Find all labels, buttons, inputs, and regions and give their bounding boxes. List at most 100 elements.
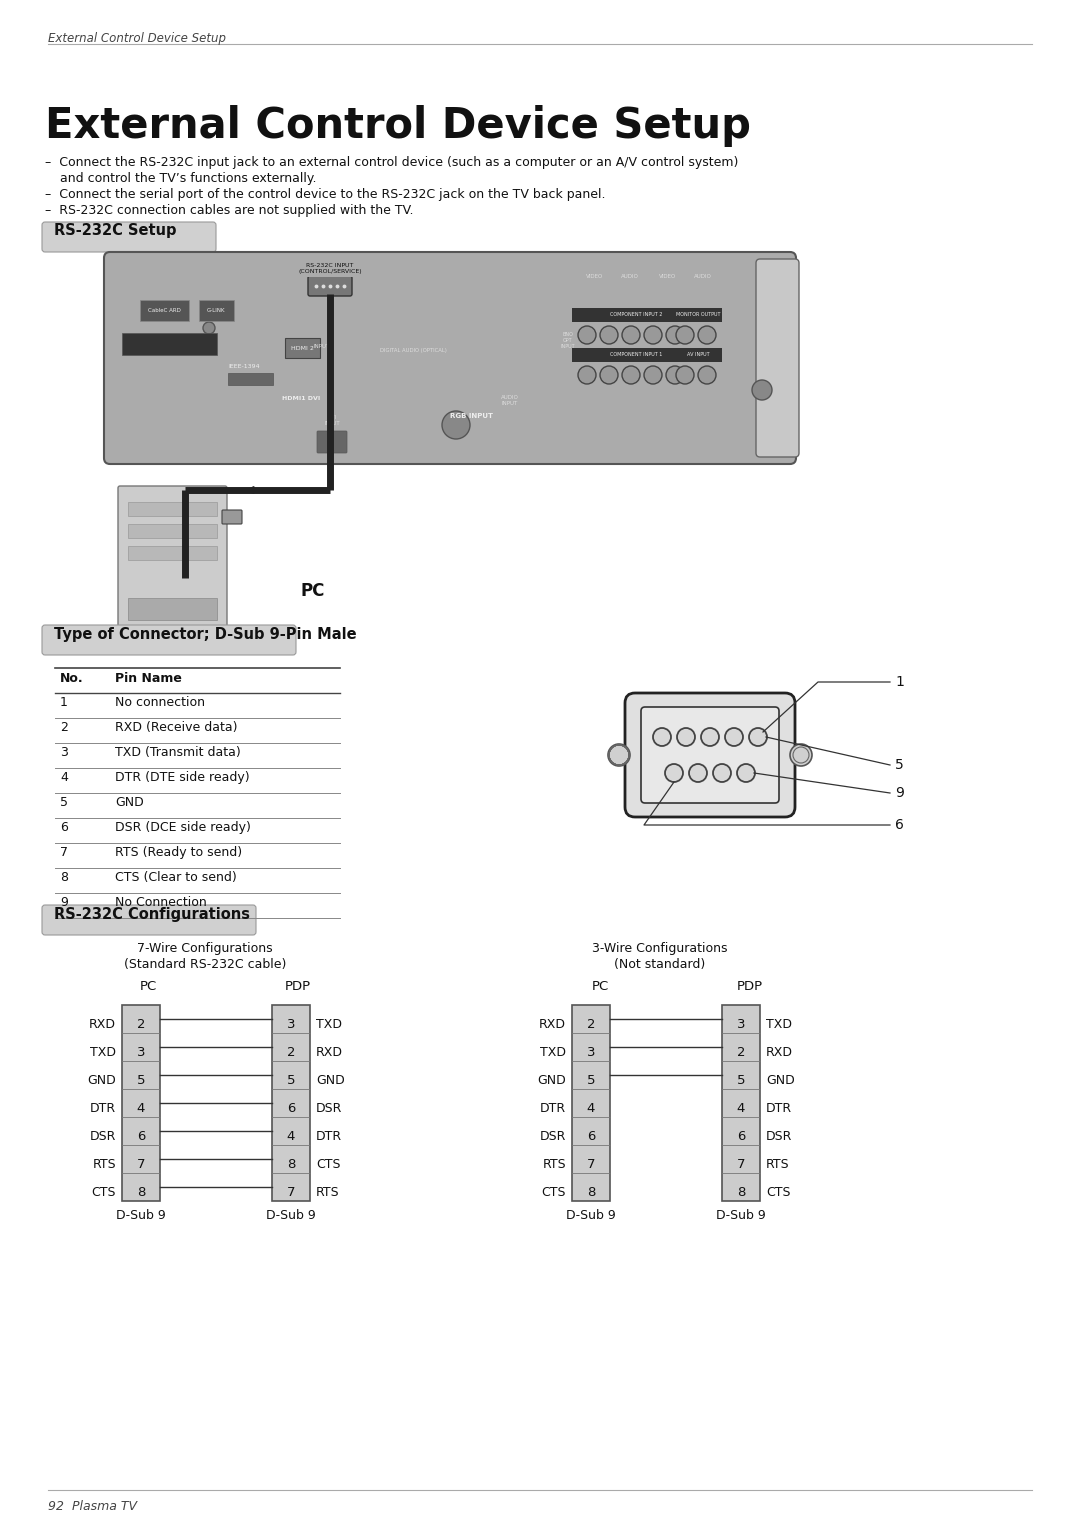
Text: RTS (Ready to send): RTS (Ready to send) xyxy=(114,847,242,859)
Bar xyxy=(572,309,700,322)
Text: 5: 5 xyxy=(737,1074,745,1086)
Text: PDP: PDP xyxy=(737,979,764,993)
Text: 6: 6 xyxy=(137,1129,145,1143)
Text: 3: 3 xyxy=(60,746,68,759)
Ellipse shape xyxy=(608,744,630,766)
Text: Type of Connector; D-Sub 9-Pin Male: Type of Connector; D-Sub 9-Pin Male xyxy=(54,626,356,642)
Bar xyxy=(674,348,723,362)
Text: DSR: DSR xyxy=(766,1129,793,1143)
FancyBboxPatch shape xyxy=(756,260,799,457)
Text: CTS: CTS xyxy=(541,1186,566,1198)
Text: PC: PC xyxy=(300,582,324,601)
Circle shape xyxy=(644,367,662,384)
Text: 6: 6 xyxy=(737,1129,745,1143)
Text: External Control Device Setup: External Control Device Setup xyxy=(45,105,751,147)
Bar xyxy=(228,373,273,385)
Text: AUDIO
INPUT: AUDIO INPUT xyxy=(501,396,518,406)
Text: DTR: DTR xyxy=(766,1102,792,1114)
Bar xyxy=(129,597,217,620)
Text: DSR (DCE side ready): DSR (DCE side ready) xyxy=(114,821,251,834)
Text: 2: 2 xyxy=(737,1045,745,1059)
Text: DSR: DSR xyxy=(540,1129,566,1143)
Circle shape xyxy=(713,764,731,782)
Text: No.: No. xyxy=(60,672,83,685)
Text: 2: 2 xyxy=(60,721,68,733)
Circle shape xyxy=(666,367,684,384)
Text: 7: 7 xyxy=(60,847,68,859)
Text: GND: GND xyxy=(537,1074,566,1086)
Circle shape xyxy=(666,325,684,344)
Text: IEEE-1394: IEEE-1394 xyxy=(228,364,259,368)
Text: VIDEO: VIDEO xyxy=(660,274,677,280)
Text: 5: 5 xyxy=(586,1074,595,1086)
Text: 8: 8 xyxy=(586,1186,595,1198)
Circle shape xyxy=(676,325,694,344)
Text: 3: 3 xyxy=(287,1018,295,1030)
Circle shape xyxy=(622,325,640,344)
Circle shape xyxy=(578,325,596,344)
Text: 3: 3 xyxy=(737,1018,745,1030)
Text: 8: 8 xyxy=(137,1186,145,1198)
Text: 1: 1 xyxy=(60,695,68,709)
Text: RS-232C Setup: RS-232C Setup xyxy=(54,223,176,238)
Text: DTR: DTR xyxy=(540,1102,566,1114)
Text: RXD (Receive data): RXD (Receive data) xyxy=(114,721,238,733)
Text: DSR: DSR xyxy=(90,1129,116,1143)
Bar xyxy=(122,333,217,354)
FancyBboxPatch shape xyxy=(42,222,216,252)
Text: TXD: TXD xyxy=(316,1018,342,1030)
Text: RS-232C INPUT
(CONTROL/SERVICE): RS-232C INPUT (CONTROL/SERVICE) xyxy=(298,263,362,274)
Text: D-Sub 9: D-Sub 9 xyxy=(716,1209,766,1222)
Text: 4: 4 xyxy=(287,1129,295,1143)
Text: 8: 8 xyxy=(287,1158,295,1170)
Circle shape xyxy=(644,325,662,344)
Text: 9: 9 xyxy=(895,785,904,801)
Text: 3: 3 xyxy=(586,1045,595,1059)
FancyBboxPatch shape xyxy=(118,486,227,630)
Text: 2: 2 xyxy=(287,1045,295,1059)
Text: 92  Plasma TV: 92 Plasma TV xyxy=(48,1500,137,1513)
Text: 8: 8 xyxy=(737,1186,745,1198)
Bar xyxy=(572,1005,610,1201)
Text: (Not standard): (Not standard) xyxy=(615,958,705,970)
Text: –  Connect the RS-232C input jack to an external control device (such as a compu: – Connect the RS-232C input jack to an e… xyxy=(45,156,739,170)
Text: RTS: RTS xyxy=(316,1186,339,1198)
Bar xyxy=(285,338,320,358)
Text: RS-232C Configurations: RS-232C Configurations xyxy=(54,906,249,921)
Text: INPUT: INPUT xyxy=(313,344,329,348)
Circle shape xyxy=(698,367,716,384)
Circle shape xyxy=(737,764,755,782)
Text: 8: 8 xyxy=(60,871,68,885)
Text: COMPONENT INPUT 1: COMPONENT INPUT 1 xyxy=(610,351,662,358)
Text: 4: 4 xyxy=(60,772,68,784)
Circle shape xyxy=(689,764,707,782)
Ellipse shape xyxy=(789,744,812,766)
Text: 6: 6 xyxy=(60,821,68,834)
Text: 3: 3 xyxy=(137,1045,145,1059)
Text: RXD: RXD xyxy=(539,1018,566,1030)
Text: 6: 6 xyxy=(586,1129,595,1143)
Text: and control the TV’s functions externally.: and control the TV’s functions externall… xyxy=(60,173,316,185)
Text: AUDIO: AUDIO xyxy=(694,274,712,280)
Text: Pin Name: Pin Name xyxy=(114,672,181,685)
Text: VIDEO: VIDEO xyxy=(586,274,604,280)
Circle shape xyxy=(698,325,716,344)
Text: 4: 4 xyxy=(137,1102,145,1114)
Circle shape xyxy=(203,322,215,335)
Text: TXD: TXD xyxy=(540,1045,566,1059)
FancyBboxPatch shape xyxy=(318,431,347,452)
Text: 7: 7 xyxy=(287,1186,295,1198)
Circle shape xyxy=(665,764,683,782)
Text: 9: 9 xyxy=(60,895,68,909)
Text: CableC ARD: CableC ARD xyxy=(148,309,180,313)
Text: 4: 4 xyxy=(737,1102,745,1114)
Text: 7: 7 xyxy=(137,1158,145,1170)
Circle shape xyxy=(600,325,618,344)
Circle shape xyxy=(622,367,640,384)
Text: GND: GND xyxy=(766,1074,795,1086)
FancyBboxPatch shape xyxy=(42,625,296,656)
Circle shape xyxy=(600,367,618,384)
Text: CTS: CTS xyxy=(92,1186,116,1198)
Bar xyxy=(129,545,217,559)
FancyBboxPatch shape xyxy=(222,510,242,524)
